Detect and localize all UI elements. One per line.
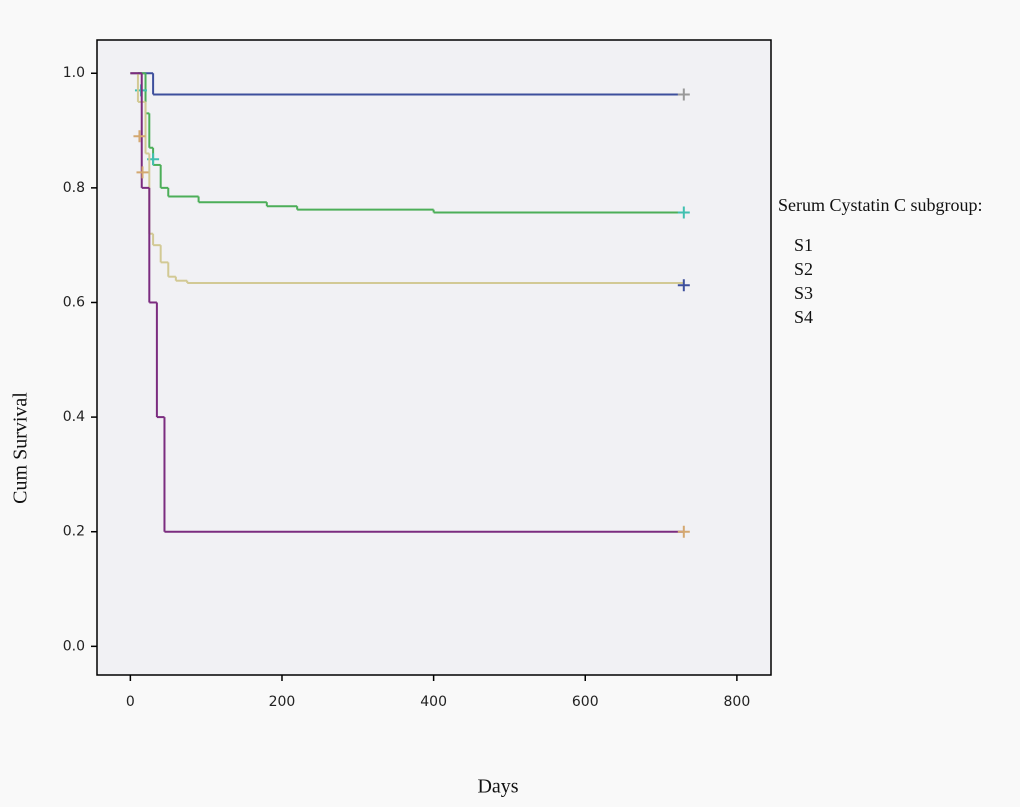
x-tick-label: 400 (420, 694, 447, 710)
y-tick-label: 0.4 (63, 409, 85, 425)
legend-entry: S4 (794, 307, 813, 327)
censor-mark (677, 279, 690, 292)
y-tick-label: 0.8 (63, 180, 85, 196)
x-tick-label: 800 (724, 694, 751, 710)
y-tick-label: 1.0 (63, 65, 85, 81)
y-tick-label: 0.2 (63, 524, 85, 540)
legend-title: Serum Cystatin C subgroup: (778, 195, 983, 215)
censor-mark (677, 525, 690, 538)
censor-mark (133, 130, 146, 143)
y-axis-label: Cum Survival (10, 392, 32, 504)
censor-mark (136, 166, 149, 179)
censor-mark (677, 88, 690, 101)
y-tick-label: 0.6 (63, 294, 85, 310)
x-tick-label: 200 (269, 694, 296, 710)
legend-entry: S1 (794, 235, 813, 255)
x-axis-label: Days (477, 776, 518, 798)
x-tick-label: 600 (572, 694, 599, 710)
legend-entry: S3 (794, 283, 813, 303)
y-tick-label: 0.0 (63, 638, 85, 654)
censor-mark (677, 206, 690, 219)
x-tick-label: 0 (126, 694, 135, 710)
legend-entry: S2 (794, 259, 813, 279)
plot-area (96, 39, 772, 676)
